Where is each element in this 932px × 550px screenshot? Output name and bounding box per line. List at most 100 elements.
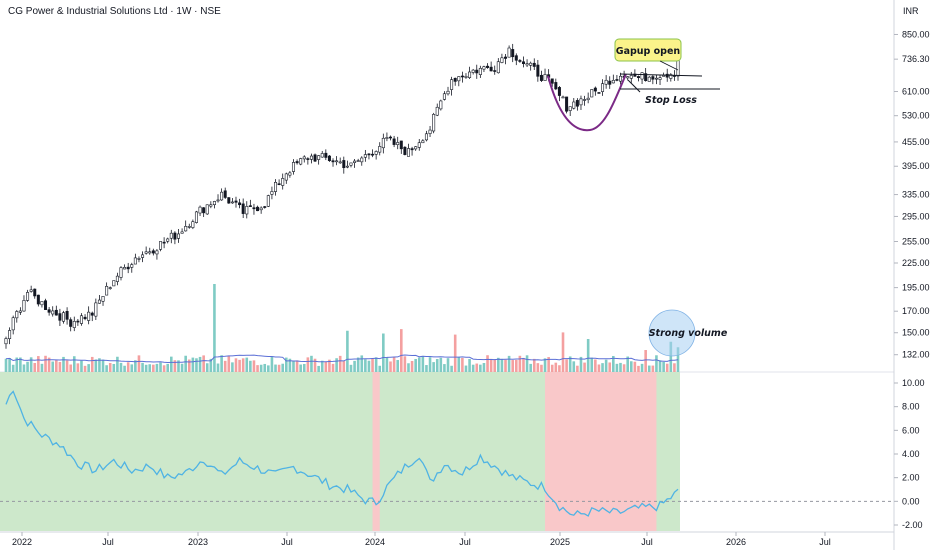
candle-body [511,49,515,58]
gapup-callout-box [614,38,682,62]
volume-bar [403,356,407,372]
volume-bar [144,364,148,372]
candle-body [460,75,464,78]
price-tick-label: 132.00 [902,350,930,360]
volume-bar [525,355,529,372]
volume-bar [205,363,209,372]
candle-body [471,69,475,73]
candle-body [496,61,500,74]
volume-bar [529,363,532,372]
candle-body [424,133,428,141]
volume-bar [241,358,245,372]
candle-body [374,151,378,155]
volume-bar [615,363,619,372]
volume-bar [191,357,195,372]
volume-bar [69,364,72,372]
volume-bar [130,364,134,372]
volume-bar [173,360,177,372]
candle-body [47,309,51,313]
time-tick-label: 2022 [12,537,32,547]
volume-bar [295,360,299,372]
volume-bar [274,364,277,372]
volume-bar [281,363,285,372]
candle-body [313,154,317,162]
volume-bar [284,357,288,372]
candle-body [608,80,612,85]
volume-bar [421,355,425,372]
candle-body [22,300,26,312]
volume-bar [640,363,644,372]
candle-body [539,74,543,81]
indicator-line [5,390,679,517]
candle-body [353,160,357,163]
zone-bearish [545,372,657,531]
volume-bar [450,365,453,372]
candle-body [356,160,360,162]
volume-bar [15,357,19,372]
candle-body [626,76,630,79]
candle-body [79,315,83,324]
candle-body [619,75,623,82]
candle-body [439,100,443,110]
candle-body [385,137,389,139]
candle-body [521,61,525,65]
candle-body [557,87,561,96]
candle-body [263,206,267,208]
candle-body [151,250,155,254]
time-tick-label: 2024 [365,537,385,547]
candle-body [180,231,184,234]
volume-bar [220,355,223,372]
candle-body [270,191,274,195]
candle-body [554,82,558,90]
volume-bar [547,357,550,372]
gapup-label: Gapup open [616,46,681,57]
volume-bar [195,358,198,372]
candle-body [295,161,299,164]
candle-body [281,178,285,186]
price-tick-label: 736.30 [902,54,930,64]
volume-bar [119,362,123,372]
volume-bar [382,333,385,372]
volume-bar [497,357,500,372]
candle-body [26,292,30,301]
volume-bar [396,360,400,372]
candle-body [252,207,256,210]
volume-bar [331,363,335,372]
candle-body [162,241,166,244]
candle-body [378,146,382,153]
volume-bar [101,359,105,372]
volume-bar [665,363,669,372]
volume-bar [482,363,486,372]
volume-bar [410,360,414,372]
candle-body [248,205,252,207]
candle-body [202,207,206,214]
candle-body [205,204,209,215]
volume-bar [446,358,450,372]
candle-body [493,70,497,72]
volume-bar [26,361,29,372]
candle-body [396,142,400,146]
candle-body [446,90,450,95]
candle-body [432,114,436,132]
volume-bar [399,329,403,372]
candle-body [302,156,306,160]
candle-body [381,137,385,149]
volume-bar [58,361,62,372]
volume-bar [651,365,655,372]
volume-bar [457,357,461,372]
volume-bar [8,357,11,372]
candle-body [428,129,432,134]
candle-body [40,301,44,306]
volume-bar [468,358,471,372]
candle-body [615,79,619,81]
time-tick-label: Jul [459,537,471,547]
candle-body [87,311,91,321]
volume-bar [310,355,313,372]
candle-body [331,160,335,163]
candle-body [342,160,346,169]
volume-bar [479,364,482,372]
candle-body [277,183,281,186]
indicator-tick-label: -2.00 [902,520,923,530]
candle-body [475,69,479,74]
